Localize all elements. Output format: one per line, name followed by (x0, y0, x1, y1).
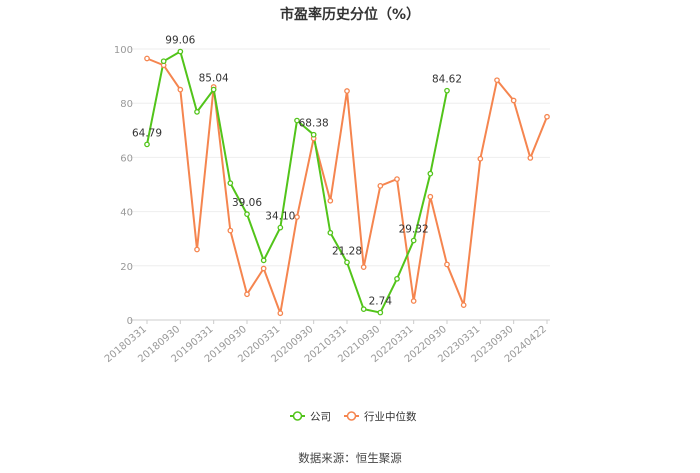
chart-title: 市盈率历史分位（%） (280, 6, 420, 23)
data-point (527, 155, 534, 161)
data-point (244, 291, 250, 298)
data-point (427, 170, 434, 177)
data-point (360, 306, 367, 313)
data-point (244, 211, 250, 217)
data-point (427, 193, 434, 200)
legend-label: 公司 (310, 411, 331, 423)
data-point (277, 310, 284, 317)
data-point (260, 257, 267, 264)
data-label: 85.04 (199, 73, 229, 85)
legend-marker (346, 411, 357, 421)
data-point (177, 86, 184, 93)
data-point (227, 180, 234, 186)
legend-item-1[interactable]: 行业中位数 (344, 410, 417, 423)
data-point (294, 117, 300, 124)
data-label: 29.32 (399, 224, 429, 236)
data-point (310, 131, 317, 138)
data-point (327, 197, 334, 204)
legend-item-0[interactable]: 公司 (290, 411, 331, 423)
data-label: 34.10 (265, 211, 295, 223)
legend[interactable]: 公司 行业中位数 (290, 410, 417, 423)
y-tick-label: 0 (127, 316, 133, 327)
data-point (260, 265, 267, 272)
data-point (377, 309, 384, 316)
data-point (294, 214, 300, 220)
y-tick-label: 100 (114, 45, 133, 56)
data-label: 99.06 (165, 35, 195, 47)
data-point (194, 109, 200, 115)
data-point (210, 86, 217, 93)
data-point (510, 97, 517, 104)
data-point (544, 113, 550, 120)
series-points (144, 48, 550, 317)
series-line-1 (146, 57, 548, 315)
y-tick-label: 80 (120, 99, 133, 110)
data-point (360, 264, 367, 271)
data-point (477, 155, 484, 162)
data-point (327, 229, 334, 236)
data-point (277, 224, 284, 231)
data-label: 21.28 (332, 245, 362, 257)
data-point (410, 237, 417, 244)
data-label: 39.06 (232, 197, 262, 209)
y-tick-label: 60 (120, 153, 133, 164)
series-line-0 (146, 50, 448, 314)
y-axis-ticks: 0 20 40 60 80 100 (114, 45, 133, 327)
data-point (410, 298, 417, 304)
data-point (160, 58, 167, 65)
legend-label: 行业中位数 (364, 410, 417, 423)
data-point (460, 302, 467, 308)
data-point (194, 246, 200, 253)
data-label: 84.62 (432, 74, 462, 86)
source-note: 数据来源：恒生聚源 (298, 451, 402, 465)
data-point (444, 261, 450, 268)
data-point (344, 259, 350, 266)
y-tick-label: 20 (120, 262, 133, 273)
data-label: 64.79 (132, 127, 162, 139)
y-tick-label: 40 (120, 208, 133, 219)
data-label: 2.74 (369, 296, 393, 308)
data-label: 68.38 (299, 118, 329, 130)
data-point (344, 88, 350, 94)
data-point (377, 183, 384, 189)
data-point (177, 48, 184, 55)
data-point (494, 77, 500, 84)
x-axis-ticks: 2018033120180930201903312019093020200331… (103, 320, 549, 365)
grid (130, 48, 550, 321)
data-point (144, 55, 150, 62)
data-point (227, 227, 234, 234)
data-point (444, 87, 450, 94)
data-point (144, 141, 150, 148)
data-point (394, 176, 400, 182)
legend-marker (292, 411, 303, 421)
data-point (394, 275, 400, 282)
